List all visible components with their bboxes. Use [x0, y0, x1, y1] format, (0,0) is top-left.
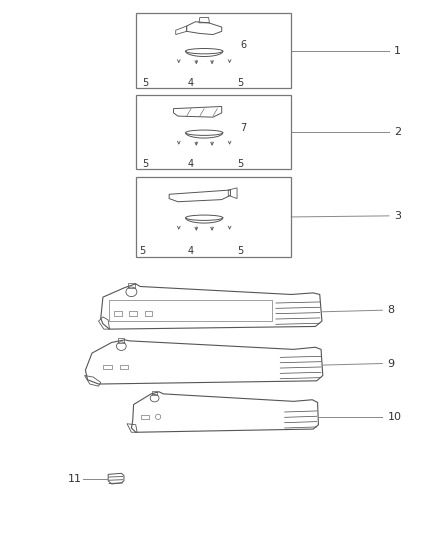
Bar: [145, 311, 152, 316]
Bar: [120, 365, 128, 369]
Text: 5: 5: [142, 159, 148, 169]
Text: 4: 4: [187, 246, 194, 255]
Bar: [118, 338, 124, 343]
Text: 6: 6: [240, 40, 246, 50]
Text: 10: 10: [388, 412, 402, 422]
Text: 2: 2: [394, 127, 401, 137]
Text: 3: 3: [394, 211, 401, 221]
Text: 5: 5: [237, 159, 243, 169]
Bar: [136, 13, 291, 88]
Bar: [136, 177, 291, 257]
Bar: [141, 415, 149, 419]
Text: 5: 5: [142, 78, 148, 87]
Bar: [128, 282, 135, 288]
Text: 11: 11: [68, 474, 82, 483]
Text: 5: 5: [237, 246, 243, 255]
Bar: [129, 311, 137, 316]
Text: 5: 5: [139, 246, 145, 255]
Text: 5: 5: [237, 78, 243, 87]
Text: 7: 7: [240, 123, 246, 133]
Bar: [114, 311, 122, 316]
Bar: [136, 95, 291, 169]
Bar: [103, 365, 112, 369]
Bar: [152, 391, 157, 395]
Text: 1: 1: [394, 46, 401, 55]
Text: 4: 4: [187, 159, 194, 169]
Text: 4: 4: [187, 78, 194, 87]
Text: 9: 9: [388, 359, 395, 368]
Text: 8: 8: [388, 305, 395, 315]
